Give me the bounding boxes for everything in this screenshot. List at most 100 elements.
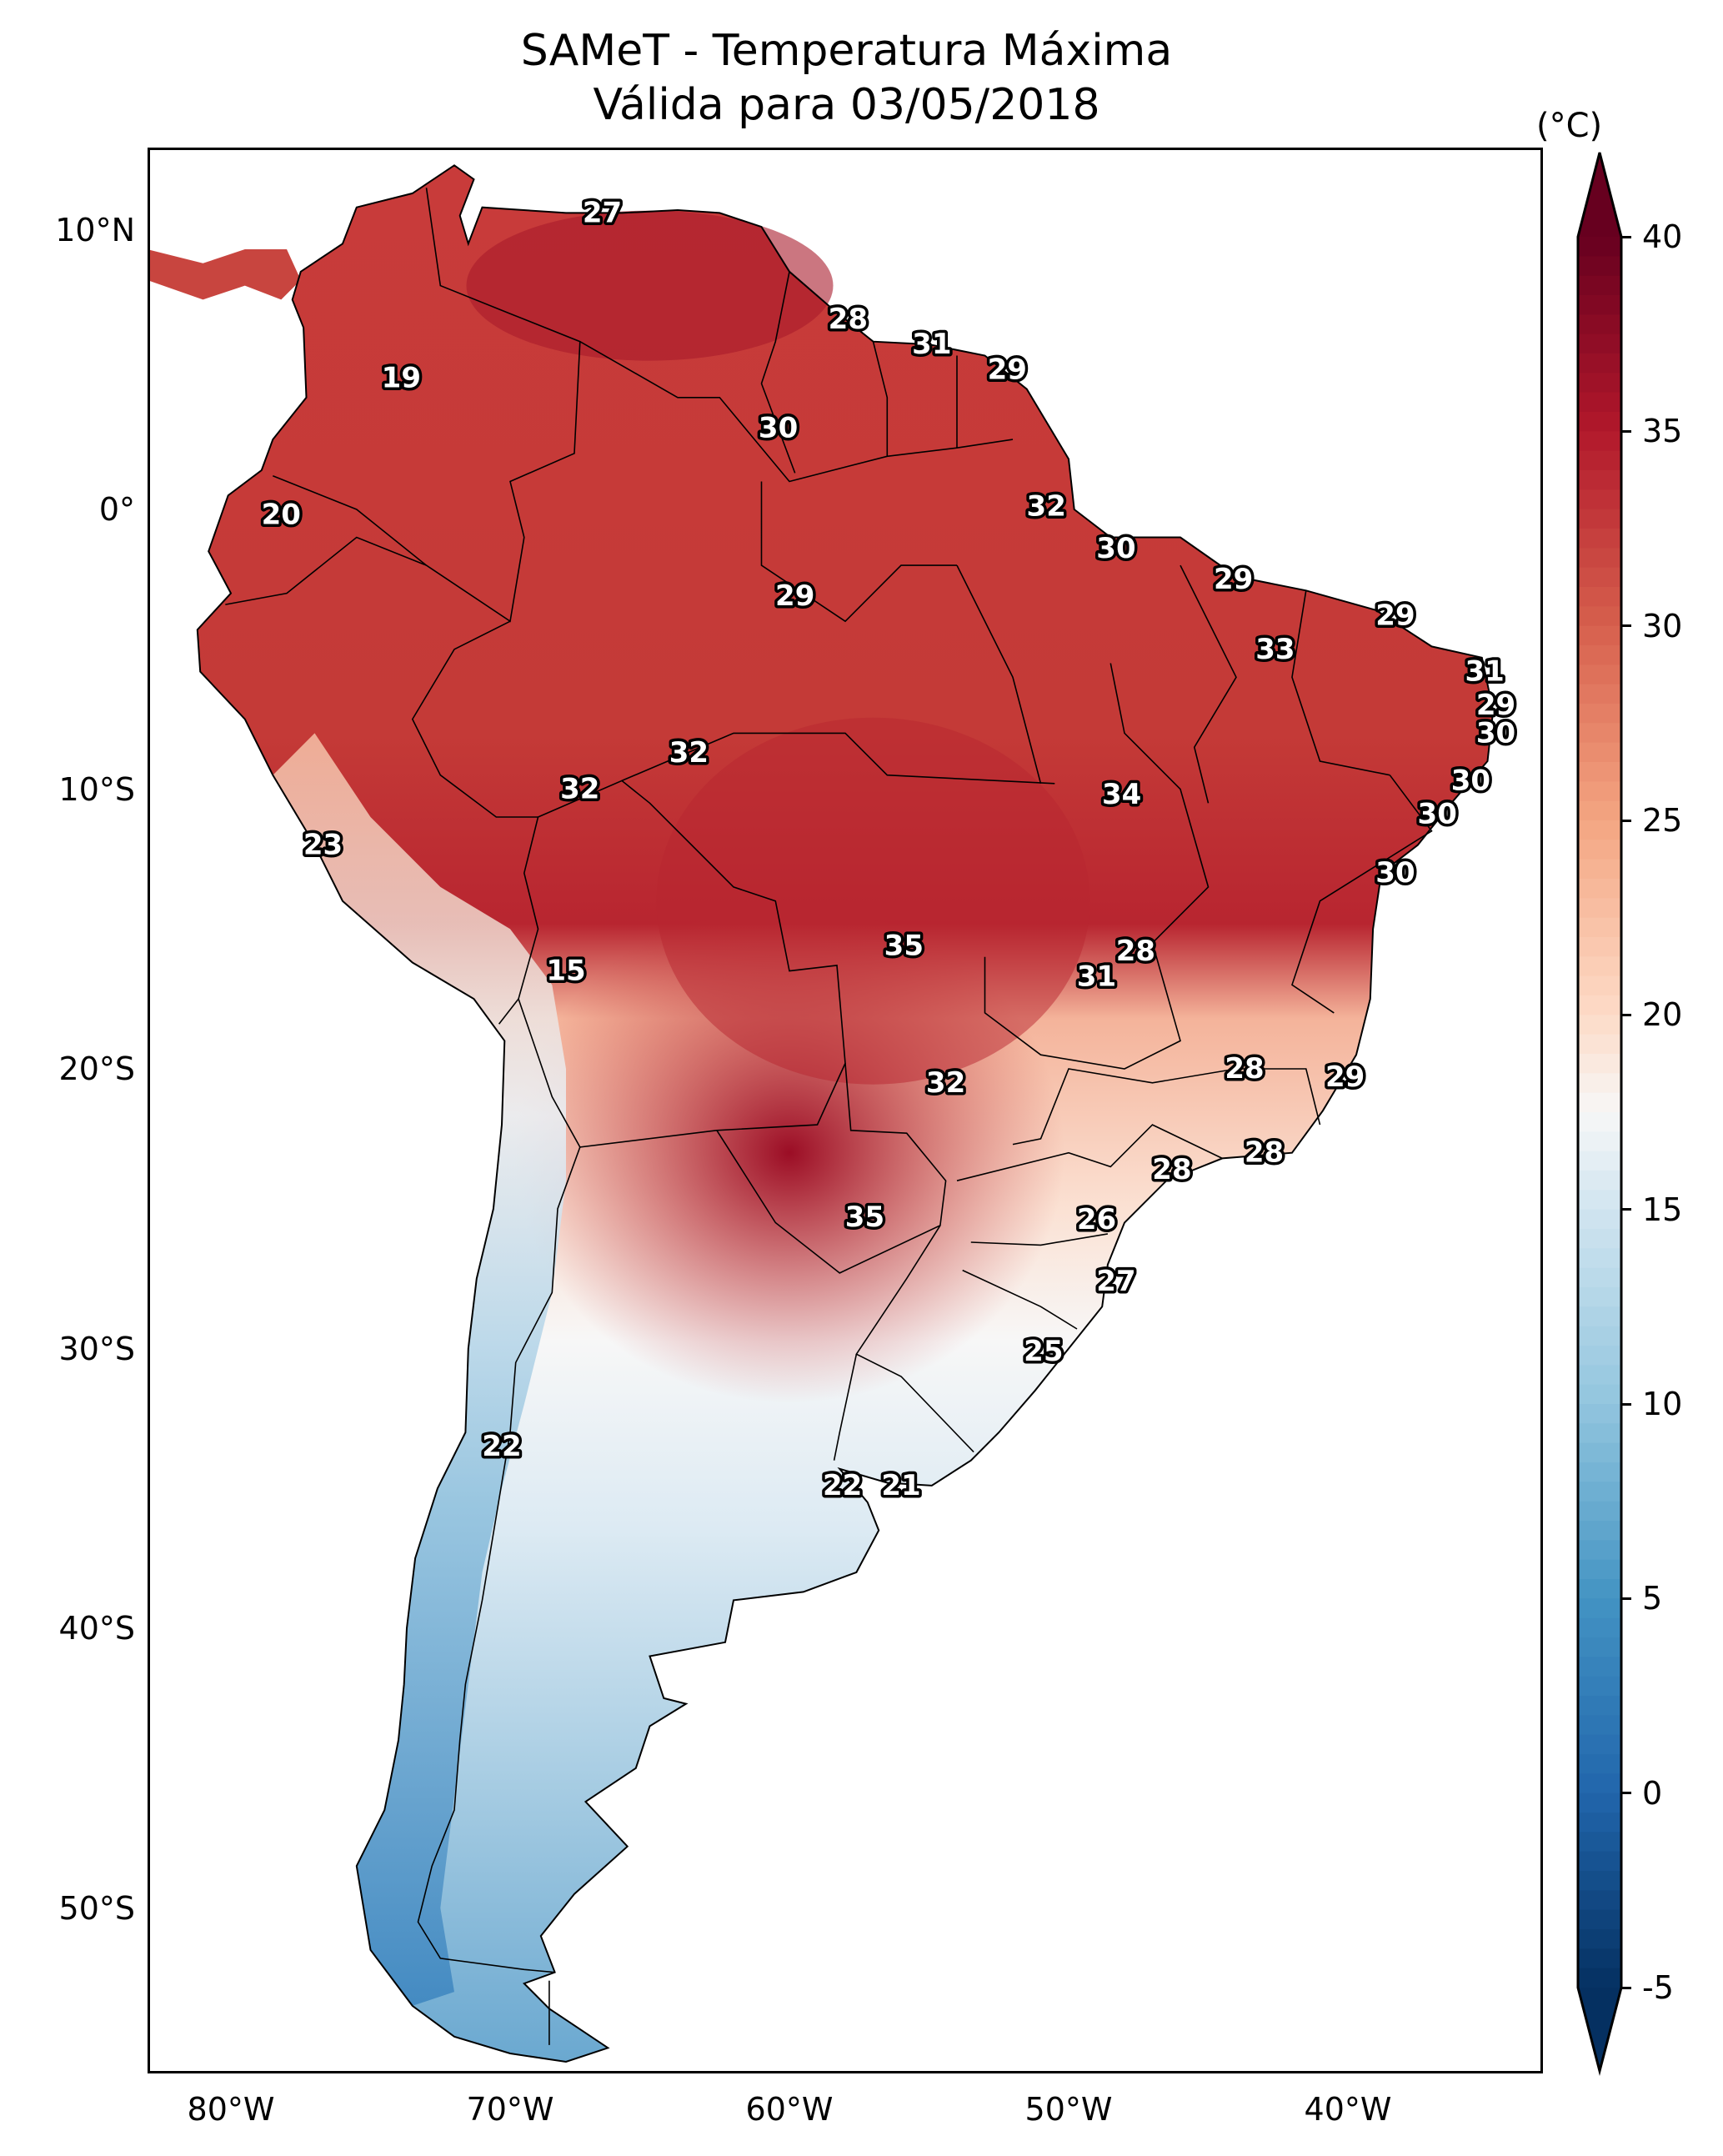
colorbar-segment	[1578, 237, 1621, 257]
colorbar-segment	[1578, 1968, 1621, 1988]
latitude-tick-label: 30°S	[58, 1330, 135, 1367]
colorbar-tick-label: 30	[1642, 607, 1683, 644]
colorbar-tick-mark	[1621, 1597, 1631, 1600]
temperature-label: 28	[1245, 1136, 1284, 1170]
colorbar-segment	[1578, 1287, 1621, 1307]
longitude-tick-label: 50°W	[1024, 2091, 1113, 2128]
temperature-label: 31	[912, 328, 951, 361]
colorbar	[1576, 152, 1623, 2076]
temperature-label: 21	[881, 1469, 920, 1502]
temperature-label: 32	[926, 1066, 965, 1100]
colorbar-segment	[1578, 1754, 1621, 1774]
border-line-1	[225, 536, 427, 605]
colorbar-segment	[1578, 704, 1621, 724]
colorbar-segment	[1578, 1404, 1621, 1424]
colorbar-segment	[1578, 1151, 1621, 1171]
temperature-label: 27	[1096, 1265, 1135, 1298]
hot-region-venezuela	[466, 210, 834, 361]
border-line-4	[760, 271, 796, 474]
colorbar-segment	[1578, 859, 1621, 880]
colorbar-segment	[1578, 1832, 1621, 1853]
temperature-label: 32	[1027, 490, 1066, 524]
colorbar-tick-mark	[1621, 235, 1631, 238]
border-line-5	[872, 341, 889, 457]
colorbar-segment	[1578, 684, 1621, 704]
colorbar-segment	[1578, 1462, 1621, 1482]
colorbar-tick-label: 25	[1642, 802, 1683, 839]
chart-subtitle: Válida para 03/05/2018	[593, 80, 1100, 130]
temperature-label: 29	[988, 353, 1027, 386]
latitude-tick-label: 40°S	[58, 1610, 135, 1647]
colorbar-segment	[1578, 256, 1621, 277]
colorbar-extend-min	[1578, 1988, 1621, 2071]
colorbar-segment	[1578, 762, 1621, 782]
colorbar-segment	[1578, 1365, 1621, 1386]
latitude-tick-label: 10°S	[58, 770, 135, 808]
colorbar-segment	[1578, 1112, 1621, 1132]
border-line-16	[984, 663, 1210, 1070]
land-mass	[150, 164, 1495, 2063]
colorbar-segment	[1578, 431, 1621, 452]
temperature-label: 30	[1451, 764, 1490, 797]
longitude-tick-label: 80°W	[187, 2091, 275, 2128]
colorbar-segment	[1578, 1696, 1621, 1716]
colorbar-tick-label: -5	[1642, 1969, 1674, 2006]
colorbar-segment	[1578, 781, 1621, 802]
colorbar-segment	[1578, 1015, 1621, 1035]
colorbar-segment	[1578, 800, 1621, 821]
colorbar-segment	[1578, 1482, 1621, 1502]
colorbar-segment	[1578, 1171, 1621, 1191]
colorbar-segment	[1578, 898, 1621, 919]
colorbar-segment	[1578, 470, 1621, 490]
coastline	[196, 164, 1495, 2063]
border-line-2	[411, 620, 539, 1025]
temperature-label: 31	[1077, 960, 1116, 993]
colorbar-segment	[1578, 450, 1621, 471]
colorbar-tick-label: 10	[1642, 1386, 1683, 1422]
temperature-label: 29	[775, 579, 814, 613]
colorbar-segment	[1578, 723, 1621, 744]
colorbar-segment	[1578, 353, 1621, 374]
central-america-land	[150, 249, 301, 300]
colorbar-segment	[1578, 975, 1621, 996]
inpe-logo: INPE	[1517, 2051, 1543, 2073]
hot-region-mato-grosso	[656, 717, 1090, 1085]
temperature-label: 20	[262, 499, 301, 532]
border-line-18	[1291, 590, 1390, 776]
border-line-17	[1180, 564, 1237, 804]
colorbar-segment	[1578, 529, 1621, 549]
temperature-label: 30	[1375, 856, 1415, 890]
latitude-tick-label: 20°S	[58, 1050, 135, 1087]
colorbar-segment	[1578, 1851, 1621, 1872]
colorbar-segment	[1578, 1423, 1621, 1444]
colorbar-segment	[1578, 295, 1621, 315]
colorbar-segment	[1578, 1209, 1621, 1230]
colorbar-segment	[1578, 314, 1621, 335]
temperature-label: 19	[382, 361, 421, 394]
colorbar-segment	[1578, 1034, 1621, 1055]
colorbar-segment	[1578, 1929, 1621, 1949]
colorbar-segment	[1578, 1248, 1621, 1269]
colorbar-segment	[1578, 1909, 1621, 1930]
latitude-tick-label: 10°N	[55, 211, 135, 248]
colorbar-segment	[1578, 645, 1621, 665]
colorbar-segment	[1578, 392, 1621, 413]
colorbar-segment	[1578, 840, 1621, 860]
colorbar-segment	[1578, 1871, 1621, 1891]
colorbar-segment	[1578, 1948, 1621, 1969]
border-line-14	[760, 481, 957, 623]
colorbar-segment	[1578, 1267, 1621, 1288]
temperature-label: 27	[583, 196, 622, 229]
longitude-tick-label: 70°W	[466, 2091, 554, 2128]
temperature-label: 28	[1116, 935, 1155, 968]
colorbar-segment	[1578, 1890, 1621, 1911]
colorbar-segment	[1578, 1598, 1621, 1619]
temperature-label: 35	[845, 1201, 884, 1234]
colorbar-segment	[1578, 548, 1621, 569]
colorbar-segment	[1578, 1190, 1621, 1211]
temperature-label: 28	[1225, 1052, 1264, 1086]
temperature-label: 35	[884, 929, 924, 962]
colorbar-segment	[1578, 1054, 1621, 1074]
colorbar-tick-label: 40	[1642, 218, 1683, 255]
